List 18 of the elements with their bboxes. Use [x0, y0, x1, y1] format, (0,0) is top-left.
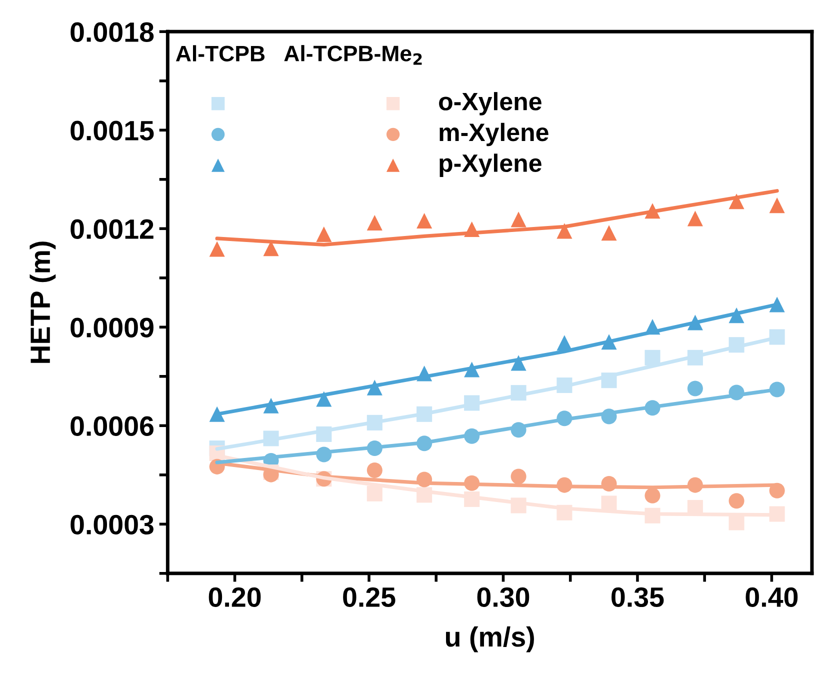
x-tick-label: 0.20: [208, 587, 261, 607]
y-tick-label: 0.0006: [70, 416, 154, 436]
y-tick-label: 0.0009: [70, 318, 154, 338]
x-axis-title: u (m/s): [446, 626, 534, 652]
x-tick-label: 0.40: [746, 587, 798, 607]
y-tick-label: 0.0018: [70, 22, 154, 42]
annotation: Al-TCPB: [176, 45, 265, 62]
y-tick-label: 0.0003: [70, 514, 154, 535]
x-tick-label: 0.30: [477, 587, 530, 608]
legend-label: o-Xylene: [439, 92, 542, 116]
x-tick-label: 0.35: [612, 587, 664, 608]
y-tick-label: 0.0012: [70, 219, 154, 239]
y-tick-label: 0.0015: [70, 120, 154, 140]
annotation: Al-TCPB-Me$_{2}$: [284, 45, 422, 65]
legend-label: p-Xylene: [440, 154, 542, 177]
y-axis-title: HETP (m): [30, 242, 56, 363]
x-tick-label: 0.25: [343, 587, 396, 607]
legend-label: m-Xylene: [440, 122, 548, 146]
